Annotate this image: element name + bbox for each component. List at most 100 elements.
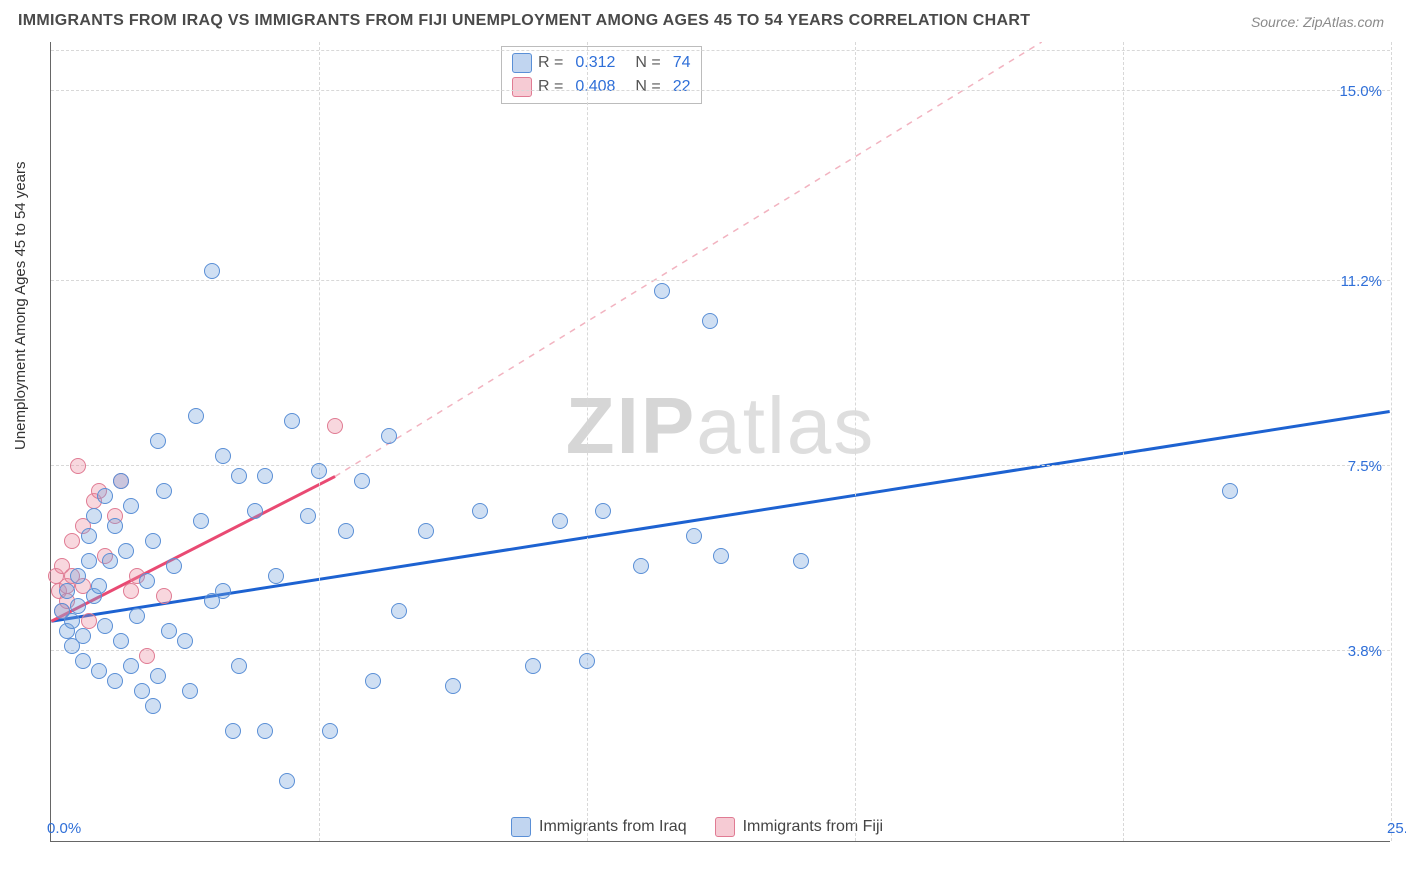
source-attribution: Source: ZipAtlas.com [1251,14,1384,30]
data-point-iraq [123,658,139,674]
data-point-iraq [113,633,129,649]
data-point-iraq [702,313,718,329]
r-label: R = [538,75,563,99]
grid-line-v [855,42,856,841]
legend-series: Immigrants from Iraq Immigrants from Fiji [511,817,883,837]
grid-line-v [319,42,320,841]
data-point-iraq [64,613,80,629]
data-point-iraq [97,488,113,504]
data-point-fiji [64,533,80,549]
data-point-iraq [247,503,263,519]
data-point-iraq [97,618,113,634]
data-point-iraq [633,558,649,574]
grid-line-v [587,42,588,841]
data-point-iraq [215,448,231,464]
data-point-iraq [188,408,204,424]
r-value: 0.312 [575,51,615,75]
r-value: 0.408 [575,75,615,99]
scatter-plot: ZIPatlas R = 0.312 N = 74 R = 0.408 N = … [50,42,1390,842]
data-point-iraq [381,428,397,444]
n-value: 22 [673,75,691,99]
data-point-iraq [113,473,129,489]
data-point-iraq [713,548,729,564]
data-point-iraq [686,528,702,544]
data-point-iraq [156,483,172,499]
data-point-iraq [204,263,220,279]
grid-line-h [51,650,1390,651]
data-point-iraq [418,523,434,539]
data-point-iraq [107,518,123,534]
data-point-iraq [472,503,488,519]
data-point-iraq [91,578,107,594]
data-point-iraq [81,528,97,544]
grid-line-h [51,280,1390,281]
data-point-fiji [327,418,343,434]
data-point-iraq [182,683,198,699]
data-point-iraq [654,283,670,299]
legend-stat-row: R = 0.408 N = 22 [512,75,691,99]
data-point-iraq [91,663,107,679]
n-value: 74 [673,51,691,75]
data-point-iraq [70,598,86,614]
data-point-iraq [81,553,97,569]
grid-line-h [51,50,1390,51]
grid-line-v [1123,42,1124,841]
data-point-iraq [231,468,247,484]
watermark: ZIPatlas [566,380,875,472]
data-point-iraq [268,568,284,584]
data-point-iraq [118,543,134,559]
data-point-iraq [595,503,611,519]
data-point-iraq [161,623,177,639]
data-point-iraq [1222,483,1238,499]
legend-item-iraq: Immigrants from Iraq [511,817,687,837]
data-point-iraq [215,583,231,599]
data-point-iraq [107,673,123,689]
data-point-iraq [231,658,247,674]
data-point-iraq [445,678,461,694]
legend-swatch-fiji [512,77,532,97]
data-point-iraq [525,658,541,674]
data-point-iraq [257,468,273,484]
data-point-iraq [139,573,155,589]
data-point-fiji [139,648,155,664]
legend-item-fiji: Immigrants from Fiji [715,817,883,837]
data-point-iraq [150,668,166,684]
y-tick-label: 7.5% [1348,458,1382,475]
data-point-iraq [75,653,91,669]
data-point-iraq [225,723,241,739]
data-point-iraq [354,473,370,489]
data-point-iraq [129,608,145,624]
data-point-iraq [86,508,102,524]
data-point-iraq [150,433,166,449]
data-point-fiji [156,588,172,604]
grid-line-h [51,465,1390,466]
data-point-iraq [552,513,568,529]
data-point-iraq [145,533,161,549]
y-tick-label: 11.2% [1341,273,1382,290]
data-point-iraq [75,628,91,644]
data-point-fiji [81,613,97,629]
grid-line-h [51,90,1390,91]
data-point-iraq [257,723,273,739]
legend-label: Immigrants from Fiji [743,818,883,836]
data-point-iraq [166,558,182,574]
y-tick-label: 3.8% [1348,643,1382,660]
data-point-fiji [70,458,86,474]
page-title: IMMIGRANTS FROM IRAQ VS IMMIGRANTS FROM … [18,12,1030,30]
x-tick-label: 0.0% [47,820,81,837]
y-axis-label: Unemployment Among Ages 45 to 54 years [12,161,29,450]
n-label: N = [635,51,660,75]
data-point-iraq [300,508,316,524]
data-point-iraq [177,633,193,649]
legend-stat-row: R = 0.312 N = 74 [512,51,691,75]
r-label: R = [538,51,563,75]
data-point-iraq [338,523,354,539]
data-point-iraq [579,653,595,669]
data-point-iraq [793,553,809,569]
legend-label: Immigrants from Iraq [539,818,687,836]
data-point-iraq [70,568,86,584]
data-point-iraq [279,773,295,789]
legend-correlation: R = 0.312 N = 74 R = 0.408 N = 22 [501,46,702,104]
data-point-iraq [284,413,300,429]
data-point-iraq [102,553,118,569]
